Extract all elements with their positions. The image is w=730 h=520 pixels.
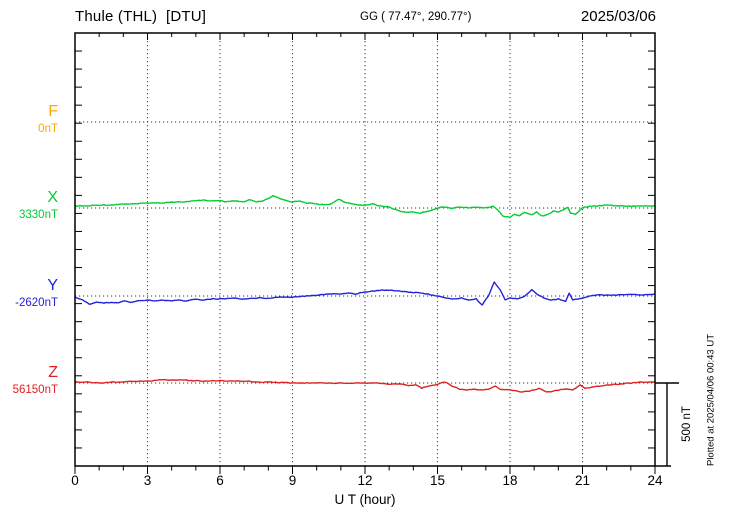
component-label-x: X bbox=[0, 189, 58, 207]
x-tick-label: 18 bbox=[502, 473, 518, 488]
component-baseline-x: 3330nT bbox=[18, 209, 58, 221]
trace-x bbox=[74, 194, 656, 219]
x-tick-label: 12 bbox=[357, 473, 373, 488]
x-tick-label: 9 bbox=[288, 473, 297, 488]
component-label-f: F bbox=[0, 103, 58, 121]
component-letter-x: X bbox=[47, 189, 58, 206]
component-value-y: -2620nT bbox=[0, 297, 58, 309]
x-tick-label: 24 bbox=[647, 473, 663, 488]
x-tick-label: 0 bbox=[71, 473, 79, 488]
geographic-coords: GG ( 77.47°, 290.77°) bbox=[360, 11, 472, 23]
component-label-y: Y bbox=[0, 277, 58, 295]
x-tick-label: 15 bbox=[429, 473, 446, 488]
x-axis-label: U T (hour) bbox=[334, 492, 396, 507]
trace-y bbox=[74, 281, 656, 306]
plotted-at-note: Plotted at 2025/04/06 00:43 UT bbox=[705, 333, 717, 467]
component-baseline-z: 56150nT bbox=[12, 384, 58, 396]
component-value-f: 0nT bbox=[0, 123, 58, 135]
x-tick-label: 6 bbox=[216, 473, 224, 488]
component-label-z: Z bbox=[0, 364, 58, 382]
scale-bar-label: 500 nT bbox=[681, 406, 693, 442]
component-baseline-f: 0nT bbox=[38, 123, 58, 135]
component-value-z: 56150nT bbox=[0, 384, 58, 396]
trace-z bbox=[74, 378, 656, 393]
component-value-x: 3330nT bbox=[0, 209, 58, 221]
plot-date: 2025/03/06 bbox=[580, 8, 656, 25]
component-letter-f: F bbox=[48, 103, 58, 120]
x-tick-label: 21 bbox=[574, 473, 591, 488]
station-title: Thule (THL) [DTU] bbox=[75, 8, 207, 25]
component-letter-z: Z bbox=[48, 364, 58, 381]
x-tick-label: 3 bbox=[143, 473, 152, 488]
component-baseline-y: -2620nT bbox=[15, 297, 58, 309]
component-letter-y: Y bbox=[47, 277, 58, 294]
